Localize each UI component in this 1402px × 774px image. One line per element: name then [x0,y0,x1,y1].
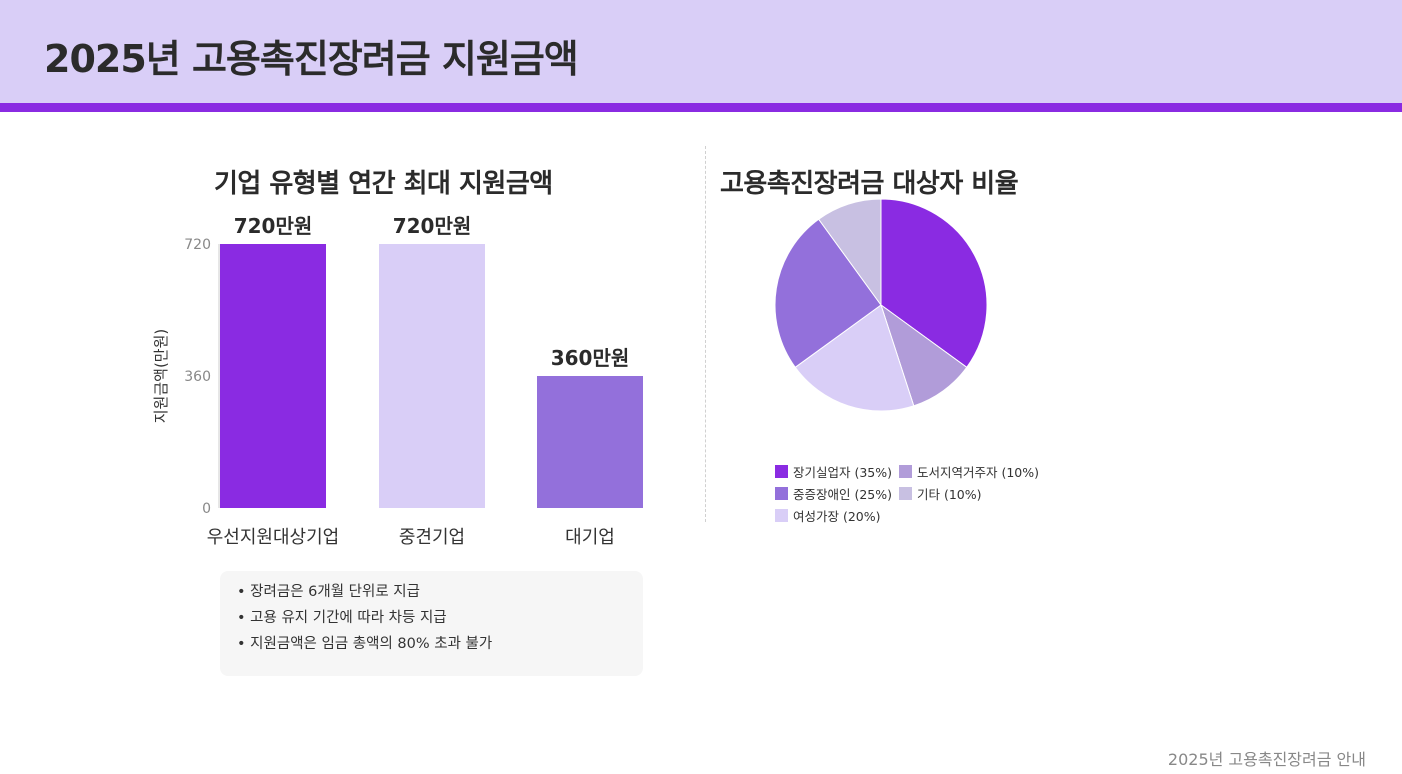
bar-chart-title: 기업 유형별 연간 최대 지원금액 [214,169,553,199]
footer-text: 2025년 고용촉진장려금 안내 [1167,750,1366,769]
bar [537,376,643,508]
y-tick-label: 720 [184,237,211,253]
legend-swatch [775,465,788,478]
legend-label: 장기실업자 (35%) [793,465,893,480]
legend-item: 도서지역거주자 (10%) [899,462,1039,481]
pie-slice [794,304,915,412]
bar-value-label: 720만원 [393,214,472,238]
legend-item: 기타 (10%) [899,484,982,503]
x-tick-label: 우선지원대상기업 [207,527,339,548]
legend-swatch [775,509,788,522]
pie-chart-title: 고용촉진장려금 대상자 비율 [720,169,1019,199]
legend-item: 여성가장 (20%) [775,506,881,525]
note-item: 장려금은 6개월 단위로 지급 [237,579,643,605]
legend-label: 여성가장 (20%) [793,509,881,524]
page-title: 2025년 고용촉진장려금 지원금액 [44,37,579,81]
pie-slice [774,218,882,369]
page-header: 2025년 고용촉진장려금 지원금액 [0,0,1402,112]
legend-label: 중증장애인 (25%) [793,487,893,502]
bar-value-label: 720만원 [234,214,313,238]
section-divider [705,146,706,522]
legend-item: 중증장애인 (25%) [775,484,892,503]
y-tick-label: 360 [184,369,211,385]
bar [220,244,326,508]
legend-swatch [899,487,912,500]
x-tick-label: 대기업 [565,527,615,548]
legend-swatch [899,465,912,478]
pie-slice [880,198,988,369]
bar [379,244,485,508]
note-item: 고용 유지 기간에 따라 차등 지급 [237,605,643,631]
y-tick-label: 0 [202,501,211,517]
legend-label: 도서지역거주자 (10%) [917,465,1040,480]
pie-slice [817,198,882,307]
legend-item: 장기실업자 (35%) [775,462,892,481]
x-tick-label: 중견기업 [399,527,465,548]
y-axis-label: 지원금액(만원) [152,329,170,424]
legend-swatch [775,487,788,500]
notes-box: 장려금은 6개월 단위로 지급 고용 유지 기간에 따라 차등 지급 지원금액은… [220,571,643,676]
legend-label: 기타 (10%) [917,487,982,502]
note-item: 지원금액은 임금 총액의 80% 초과 불가 [237,631,643,657]
bar-value-label: 360만원 [551,346,630,370]
